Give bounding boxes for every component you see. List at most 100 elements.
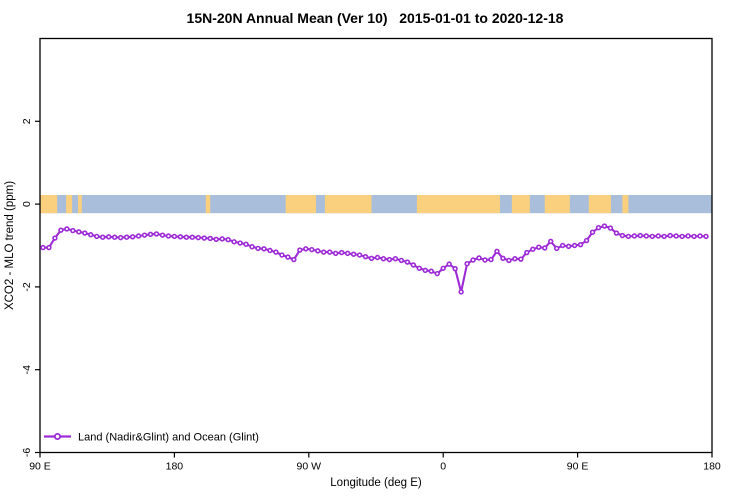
map-band-ocean [40, 194, 712, 214]
data-series-line [41, 224, 708, 293]
data-point [225, 237, 231, 243]
data-point [470, 257, 476, 263]
data-point [267, 247, 273, 254]
data-point [595, 224, 602, 231]
data-point [506, 257, 512, 264]
data-point [398, 257, 405, 264]
data-point [82, 230, 88, 236]
data-point [619, 232, 626, 239]
data-point [667, 232, 673, 239]
data-point [571, 242, 578, 249]
data-point [613, 230, 620, 236]
data-point [76, 229, 82, 235]
data-point [291, 256, 297, 263]
data-point [64, 226, 70, 232]
data-point [643, 233, 649, 239]
data-point [297, 247, 303, 253]
legend-marker-circle [54, 432, 62, 440]
chart-title: 15N-20N Annual Mean (Ver 10) 2015-01-01 … [186, 10, 564, 26]
legend-label: Land (Nadir&Glint) and Ocean (Glint) [78, 432, 259, 444]
data-point [171, 233, 178, 240]
data-point [697, 233, 703, 239]
data-point [165, 233, 172, 239]
x-axis-tick-label: 90 W [297, 461, 322, 473]
data-point [153, 231, 160, 237]
data-point [655, 233, 661, 239]
data-point [94, 233, 100, 240]
x-axis-tick-label: 180 [703, 461, 721, 473]
data-point [332, 250, 339, 257]
data-point [183, 234, 190, 240]
data-point [530, 246, 536, 252]
data-point [237, 240, 243, 246]
data-point [422, 267, 428, 274]
data-point [135, 233, 142, 239]
data-point [40, 244, 46, 251]
data-point [315, 248, 321, 254]
map-band-land-segment [416, 194, 500, 214]
map-band-land-segment [588, 194, 611, 214]
data-point [500, 255, 506, 262]
x-axis-tick-label: 90 E [567, 461, 589, 473]
data-point [141, 232, 148, 238]
data-point [303, 246, 309, 252]
map-band-land-segment [511, 194, 530, 214]
data-point [494, 248, 500, 254]
data-point [255, 245, 261, 252]
data-point [213, 236, 219, 242]
data-point [679, 233, 685, 240]
data-point [321, 249, 327, 255]
y-axis-label: XCO2 - MLO trend (ppm) [4, 181, 16, 310]
data-point [512, 256, 518, 262]
data-point [607, 225, 614, 231]
data-point [440, 265, 446, 271]
data-point [553, 245, 560, 252]
data-point [309, 246, 315, 253]
data-point [338, 249, 345, 256]
data-point [386, 256, 393, 263]
data-point [201, 235, 207, 241]
map-band-land-segment [544, 194, 570, 214]
plot-border [39, 37, 713, 454]
map-band-land-segment [66, 194, 73, 214]
data-point [105, 234, 112, 240]
y-axis-tick-label: -2 [21, 282, 33, 291]
data-point [189, 234, 196, 240]
data-point [703, 233, 709, 240]
data-point [70, 227, 76, 234]
x-axis-tick-label: 180 [166, 461, 184, 473]
data-point [117, 234, 124, 241]
data-point [243, 241, 249, 247]
data-point [548, 238, 554, 245]
data-point [285, 254, 291, 260]
data-point [631, 233, 638, 239]
data-point [356, 252, 363, 258]
data-point [589, 229, 596, 235]
x-axis-label: Longitude (deg E) [330, 477, 422, 489]
data-point [129, 234, 136, 240]
data-point [249, 244, 255, 250]
data-point [279, 252, 285, 258]
data-point [273, 249, 279, 255]
map-band-land-segment [622, 194, 629, 214]
data-point [404, 259, 411, 265]
data-point [207, 235, 213, 242]
data-point [649, 233, 655, 240]
data-point [392, 256, 399, 262]
data-point [434, 270, 440, 277]
data-point [691, 233, 697, 240]
data-point [488, 256, 494, 263]
data-point [565, 243, 572, 250]
data-point [482, 257, 488, 263]
y-axis-tick-label: 2 [21, 118, 33, 124]
data-point [542, 245, 548, 251]
data-point [476, 255, 482, 261]
data-point [559, 242, 566, 249]
data-point [464, 261, 470, 267]
data-point [111, 234, 118, 240]
map-band-land-segment [78, 194, 82, 214]
map-band-land-segment [40, 194, 58, 214]
data-point [362, 253, 369, 260]
